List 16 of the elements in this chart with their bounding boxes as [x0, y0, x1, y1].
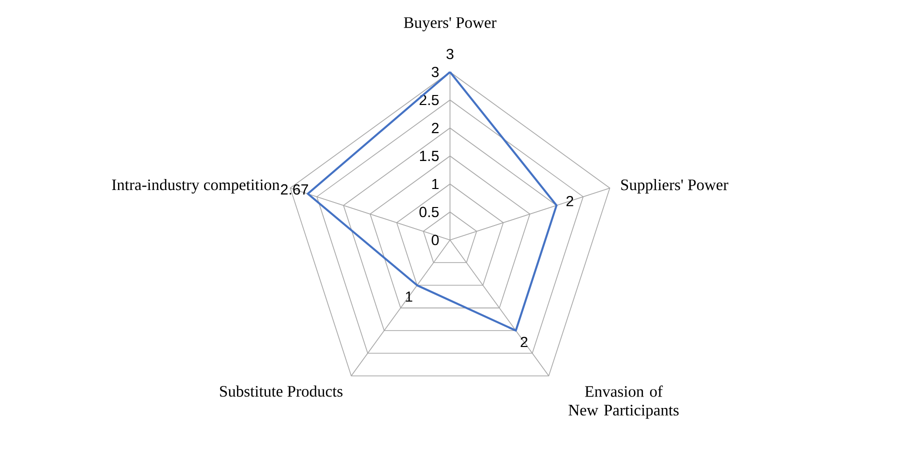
- y-tick-label: 0: [432, 234, 439, 246]
- spoke-label: Suppliers' Power: [621, 178, 728, 194]
- data-label: 2.67: [280, 184, 308, 195]
- y-tick-label: 0.5: [419, 206, 439, 218]
- data-label: 3: [446, 48, 454, 60]
- data-label: 1: [406, 292, 412, 302]
- data-label: 2: [520, 336, 528, 348]
- spoke-label: Buyers' Power: [404, 17, 496, 32]
- spoke-label: Intra-industry competition: [112, 178, 280, 194]
- y-tick-label: 2: [432, 122, 439, 134]
- y-tick-label: 1: [432, 178, 439, 190]
- y-tick-label: 1.5: [420, 150, 439, 162]
- spoke-label: Substitute Products: [220, 385, 342, 397]
- spoke-label: Envasion of New Participants: [568, 385, 679, 419]
- data-label: 2: [566, 196, 574, 206]
- y-tick-label: 3: [432, 66, 439, 78]
